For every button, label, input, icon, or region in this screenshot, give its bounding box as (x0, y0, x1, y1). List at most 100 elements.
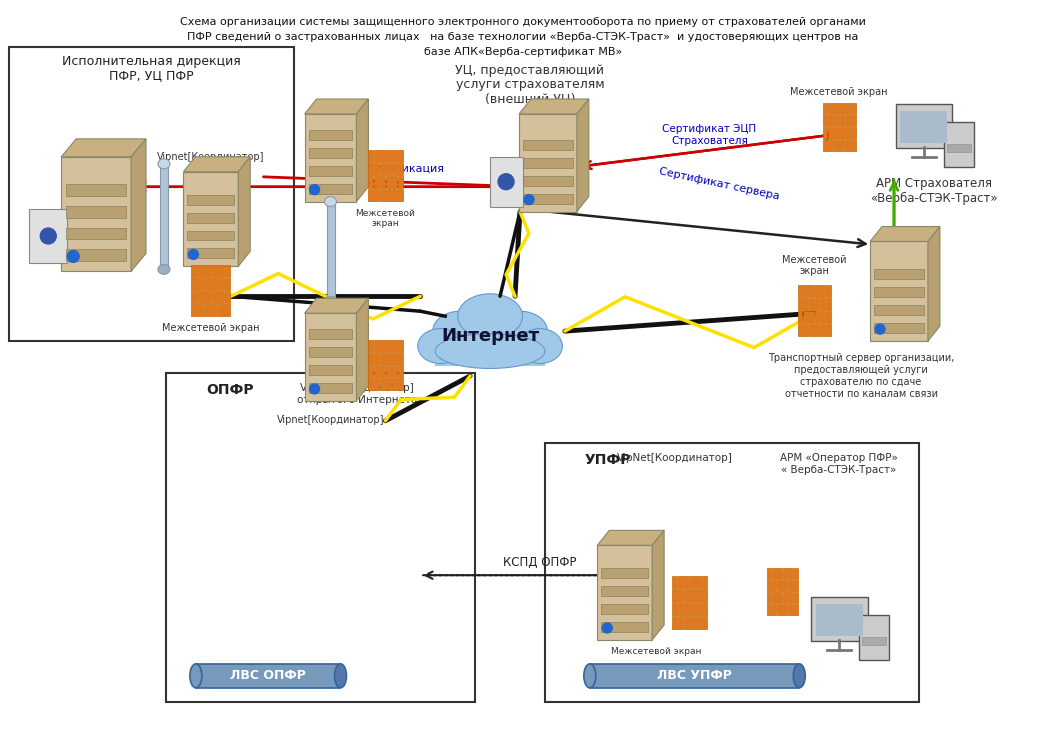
FancyBboxPatch shape (840, 127, 850, 139)
FancyBboxPatch shape (766, 580, 777, 591)
FancyBboxPatch shape (773, 591, 782, 602)
FancyBboxPatch shape (601, 586, 648, 596)
FancyBboxPatch shape (225, 265, 230, 277)
FancyBboxPatch shape (845, 115, 855, 126)
Circle shape (188, 249, 198, 260)
FancyBboxPatch shape (192, 278, 204, 289)
FancyBboxPatch shape (845, 140, 855, 151)
FancyBboxPatch shape (187, 194, 235, 205)
Ellipse shape (517, 329, 562, 363)
FancyBboxPatch shape (29, 208, 67, 263)
FancyBboxPatch shape (823, 127, 827, 139)
Text: Транспортный сервер организации,: Транспортный сервер организации, (767, 353, 954, 363)
Text: Vipnet[Координатор]: Vipnet[Координатор] (157, 152, 265, 162)
FancyBboxPatch shape (166, 373, 475, 702)
Text: Кросс- сертификация: Кросс- сертификация (317, 164, 444, 174)
Text: Межсетевой экран: Межсетевой экран (790, 87, 888, 97)
FancyBboxPatch shape (895, 104, 953, 148)
FancyBboxPatch shape (696, 617, 707, 629)
FancyBboxPatch shape (187, 230, 235, 240)
Circle shape (40, 228, 57, 244)
Polygon shape (183, 172, 239, 266)
Ellipse shape (334, 664, 347, 688)
FancyBboxPatch shape (798, 324, 808, 336)
FancyBboxPatch shape (672, 589, 683, 602)
Ellipse shape (794, 664, 805, 688)
FancyBboxPatch shape (380, 352, 391, 365)
Polygon shape (519, 99, 588, 114)
FancyBboxPatch shape (309, 130, 353, 140)
FancyBboxPatch shape (874, 269, 923, 279)
FancyBboxPatch shape (187, 213, 235, 222)
FancyBboxPatch shape (798, 298, 808, 310)
Polygon shape (305, 298, 369, 313)
FancyBboxPatch shape (690, 576, 701, 588)
FancyBboxPatch shape (367, 352, 379, 365)
Text: Vipnet[Координатор]: Vipnet[Координатор] (300, 383, 415, 393)
FancyBboxPatch shape (374, 340, 385, 352)
FancyBboxPatch shape (187, 249, 235, 258)
FancyBboxPatch shape (524, 158, 573, 167)
Text: Межсетевой
экран: Межсетевой экран (782, 254, 846, 276)
FancyBboxPatch shape (690, 603, 701, 616)
FancyBboxPatch shape (367, 189, 379, 201)
FancyBboxPatch shape (766, 568, 772, 579)
FancyBboxPatch shape (816, 604, 863, 636)
Polygon shape (239, 156, 250, 266)
FancyBboxPatch shape (211, 265, 224, 277)
FancyBboxPatch shape (192, 291, 197, 303)
Text: Страхователя: Страхователя (671, 136, 748, 146)
FancyBboxPatch shape (798, 285, 802, 297)
FancyBboxPatch shape (783, 568, 793, 579)
FancyBboxPatch shape (380, 163, 391, 175)
Circle shape (875, 324, 885, 334)
FancyBboxPatch shape (225, 291, 230, 303)
Text: открытого Интернета: открытого Интернета (297, 395, 418, 405)
FancyBboxPatch shape (773, 568, 782, 579)
FancyBboxPatch shape (374, 151, 385, 162)
FancyBboxPatch shape (386, 340, 397, 352)
Text: АРМ «Оператор ПФР»: АРМ «Оператор ПФР» (780, 452, 898, 463)
FancyBboxPatch shape (196, 664, 340, 688)
Ellipse shape (492, 311, 548, 351)
FancyBboxPatch shape (821, 324, 830, 336)
Text: Vipnet[Координатор]: Vipnet[Координатор] (276, 414, 384, 425)
FancyBboxPatch shape (862, 637, 886, 645)
Text: ОПФР: ОПФР (206, 383, 253, 397)
FancyBboxPatch shape (823, 115, 833, 126)
FancyBboxPatch shape (398, 340, 403, 352)
Text: Схема организации системы защищенного электронного документооборота по приему от: Схема организации системы защищенного эл… (180, 18, 866, 27)
FancyBboxPatch shape (367, 379, 379, 390)
Text: УЦ, предоставляющий: УЦ, предоставляющий (455, 64, 604, 77)
FancyBboxPatch shape (392, 352, 403, 365)
Text: ЛВС ОПФР: ЛВС ОПФР (230, 670, 306, 682)
Polygon shape (305, 114, 356, 202)
Polygon shape (597, 531, 664, 545)
Circle shape (310, 384, 319, 394)
FancyBboxPatch shape (204, 278, 217, 289)
FancyBboxPatch shape (198, 291, 210, 303)
Text: Интернет: Интернет (441, 327, 539, 345)
Text: услуги страхователям: услуги страхователям (455, 78, 604, 91)
Polygon shape (183, 156, 250, 172)
Polygon shape (870, 227, 940, 241)
FancyBboxPatch shape (834, 140, 844, 151)
FancyBboxPatch shape (524, 140, 573, 150)
FancyBboxPatch shape (766, 604, 777, 615)
FancyBboxPatch shape (309, 365, 353, 375)
Ellipse shape (158, 159, 170, 169)
FancyBboxPatch shape (66, 183, 126, 196)
Ellipse shape (436, 333, 544, 368)
FancyBboxPatch shape (66, 249, 126, 262)
FancyBboxPatch shape (66, 205, 126, 218)
FancyBboxPatch shape (9, 48, 293, 341)
FancyBboxPatch shape (684, 617, 695, 629)
FancyBboxPatch shape (386, 176, 397, 188)
FancyBboxPatch shape (874, 323, 923, 333)
Polygon shape (597, 545, 652, 640)
Text: «Верба-СТЭК-Траст»: «Верба-СТЭК-Траст» (870, 192, 998, 205)
Ellipse shape (432, 311, 488, 351)
Text: страхователю по сдаче: страхователю по сдаче (801, 377, 921, 387)
FancyBboxPatch shape (309, 148, 353, 158)
Text: Сертификат сервера: Сертификат сервера (659, 166, 781, 202)
